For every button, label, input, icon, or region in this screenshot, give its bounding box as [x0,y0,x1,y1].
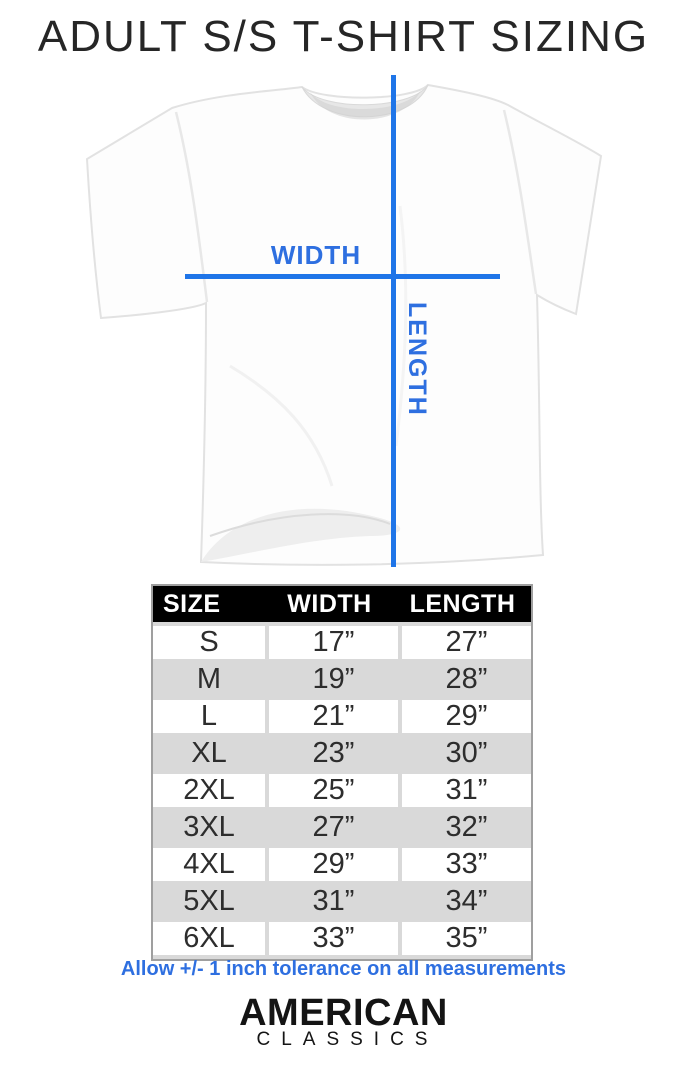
cell-width: 27” [269,811,398,844]
header-length: LENGTH [409,589,516,618]
cell-width: 17” [269,626,398,659]
cell-length: 29” [402,700,531,733]
length-label: LENGTH [403,302,431,417]
cell-width: 21” [269,700,398,733]
length-measure-line [391,75,396,567]
tshirt-hem-fold [201,508,401,562]
tshirt-image [85,83,603,566]
cell-size: 6XL [153,922,265,955]
width-measure-line [185,274,500,279]
size-table-body: S 17” 27” M 19” 28” L 21” 29” XL 23” 30”… [153,622,531,959]
cell-width: 19” [269,663,398,696]
header-width: WIDTH [287,589,372,618]
page-title: ADULT S/S T-SHIRT SIZING [37,12,650,61]
tshirt-left-seam [174,111,209,303]
cell-length: 34” [402,885,531,918]
width-label: WIDTH [270,240,362,270]
cell-size: S [153,626,265,659]
cell-length: 30” [402,737,531,770]
cell-size: M [153,663,265,696]
cell-size: 2XL [153,774,265,807]
tshirt-wrinkle [229,364,334,487]
tshirt-right-seam [502,109,538,295]
cell-length: 32” [402,811,531,844]
cell-width: 29” [269,848,398,881]
tshirt-wrinkle [394,205,408,447]
cell-length: 31” [402,774,531,807]
cell-size: 3XL [153,811,265,844]
header-size: SIZE [163,589,221,618]
cell-size: 4XL [153,848,265,881]
cell-length: 27” [402,626,531,659]
size-table: SIZE WIDTH LENGTH S 17” 27” M 19” 28” L … [151,584,533,961]
cell-width: 33” [269,922,398,955]
cell-size: 5XL [153,885,265,918]
cell-length: 33” [402,848,531,881]
size-table-header: SIZE WIDTH LENGTH [153,586,531,622]
tshirt-hem-line [209,513,391,537]
cell-width: 31” [269,885,398,918]
cell-length: 35” [402,922,531,955]
brand-name-american: AMERICAN [239,992,448,1034]
cell-width: 23” [269,737,398,770]
cell-width: 25” [269,774,398,807]
brand-name-classics: CLASSICS [256,1029,439,1050]
cell-length: 28” [402,663,531,696]
tolerance-note: Allow +/- 1 inch tolerance on all measur… [120,958,567,980]
cell-size: L [153,700,265,733]
cell-size: XL [153,737,265,770]
tshirt-body-path [85,83,603,566]
